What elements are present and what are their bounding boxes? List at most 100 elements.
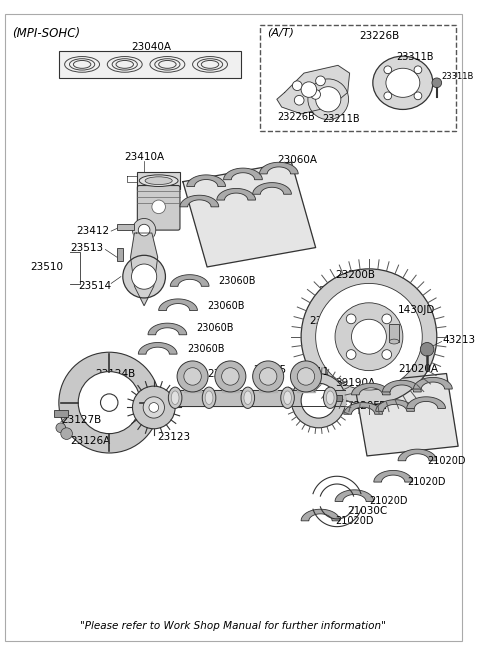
Circle shape	[56, 423, 66, 433]
Polygon shape	[277, 66, 349, 114]
Ellipse shape	[284, 391, 291, 405]
Circle shape	[152, 200, 166, 214]
Bar	[389, 324, 399, 341]
Text: 23060B: 23060B	[207, 301, 245, 310]
Text: 23060A: 23060A	[277, 155, 317, 165]
Circle shape	[215, 361, 246, 392]
Text: 21020A: 21020A	[398, 364, 438, 374]
Circle shape	[301, 383, 336, 418]
Text: 23060B: 23060B	[196, 323, 234, 333]
Bar	[330, 395, 342, 401]
Circle shape	[316, 284, 422, 390]
Circle shape	[290, 361, 322, 392]
Text: 21020D: 21020D	[369, 496, 408, 506]
Ellipse shape	[244, 391, 252, 405]
PathPatch shape	[138, 343, 177, 354]
PathPatch shape	[407, 397, 445, 409]
Circle shape	[123, 255, 166, 298]
Ellipse shape	[316, 86, 341, 112]
Circle shape	[149, 403, 159, 412]
Text: 1220FR: 1220FR	[348, 400, 387, 411]
Ellipse shape	[202, 387, 216, 409]
Text: 23123: 23123	[158, 432, 191, 441]
Text: 23311B: 23311B	[396, 52, 433, 62]
PathPatch shape	[217, 189, 255, 200]
Circle shape	[294, 96, 304, 105]
Bar	[117, 224, 134, 230]
Bar	[117, 248, 123, 261]
Ellipse shape	[281, 387, 294, 409]
Circle shape	[382, 350, 392, 360]
PathPatch shape	[383, 381, 421, 392]
Bar	[54, 411, 68, 417]
Text: 23111: 23111	[296, 367, 329, 377]
Ellipse shape	[308, 79, 348, 120]
PathPatch shape	[344, 403, 383, 414]
Circle shape	[184, 367, 201, 385]
Circle shape	[346, 314, 356, 324]
Polygon shape	[260, 390, 277, 392]
Circle shape	[414, 66, 422, 73]
PathPatch shape	[335, 490, 374, 502]
Circle shape	[432, 78, 442, 88]
PathPatch shape	[187, 175, 226, 187]
Text: 23311B: 23311B	[442, 71, 474, 81]
Ellipse shape	[326, 391, 334, 405]
FancyBboxPatch shape	[261, 25, 456, 131]
FancyBboxPatch shape	[137, 185, 180, 230]
Ellipse shape	[139, 175, 178, 187]
Ellipse shape	[205, 391, 213, 405]
Text: 23126A: 23126A	[71, 436, 111, 446]
Circle shape	[301, 82, 317, 98]
Text: 23514: 23514	[78, 281, 111, 291]
Text: 23124B: 23124B	[95, 369, 135, 379]
PathPatch shape	[376, 400, 415, 411]
Text: 21030C: 21030C	[348, 506, 388, 516]
PathPatch shape	[148, 323, 187, 335]
Circle shape	[311, 90, 321, 100]
PathPatch shape	[398, 449, 437, 460]
Text: 1430JD: 1430JD	[398, 305, 435, 314]
Circle shape	[132, 219, 156, 242]
Circle shape	[132, 264, 156, 290]
Text: 23060B: 23060B	[187, 345, 224, 354]
Text: 43213: 43213	[443, 335, 476, 345]
Polygon shape	[170, 390, 345, 405]
Circle shape	[384, 66, 392, 73]
Circle shape	[301, 269, 437, 405]
Ellipse shape	[389, 339, 399, 344]
Circle shape	[132, 386, 175, 429]
PathPatch shape	[252, 183, 291, 195]
Text: 23226B: 23226B	[277, 112, 314, 122]
Ellipse shape	[241, 387, 254, 409]
Polygon shape	[354, 373, 458, 456]
Text: 23510: 23510	[30, 262, 63, 272]
PathPatch shape	[170, 274, 209, 286]
Polygon shape	[131, 233, 158, 306]
PathPatch shape	[180, 195, 219, 207]
Circle shape	[78, 371, 140, 434]
Text: 23125: 23125	[253, 365, 287, 375]
Ellipse shape	[168, 387, 182, 409]
Text: 21020D: 21020D	[427, 456, 466, 466]
PathPatch shape	[374, 470, 413, 482]
Circle shape	[335, 303, 403, 371]
Text: 23040A: 23040A	[131, 42, 171, 52]
Circle shape	[384, 92, 392, 100]
Text: "Please refer to Work Shop Manual for further information": "Please refer to Work Shop Manual for fu…	[80, 622, 386, 631]
Text: (A/T): (A/T)	[267, 28, 294, 37]
Circle shape	[222, 367, 239, 385]
PathPatch shape	[351, 383, 390, 395]
Text: (MPI-SOHC): (MPI-SOHC)	[12, 27, 81, 39]
Bar	[137, 172, 180, 189]
Circle shape	[316, 76, 325, 86]
Circle shape	[351, 319, 386, 354]
PathPatch shape	[224, 168, 263, 179]
Circle shape	[346, 350, 356, 360]
Text: 23200B: 23200B	[335, 270, 375, 280]
Circle shape	[252, 361, 284, 392]
Ellipse shape	[373, 56, 433, 109]
Text: 23211B: 23211B	[323, 114, 360, 124]
Text: 23120: 23120	[207, 369, 240, 379]
Ellipse shape	[324, 387, 337, 409]
